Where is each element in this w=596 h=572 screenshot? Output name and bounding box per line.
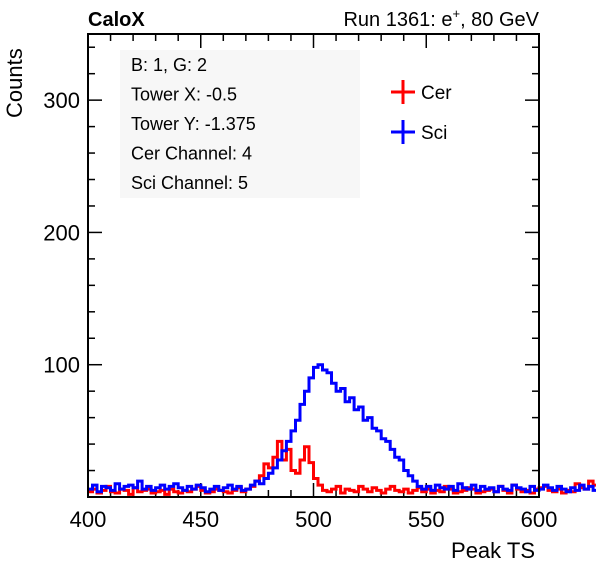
x-axis-title: Peak TS [451,538,535,563]
y-axis-title: Counts [2,48,27,118]
plot-frame [87,33,540,498]
info-line: B: 1, G: 2 [131,55,207,75]
x-tick-label: 600 [521,507,558,532]
run-info: Run 1361: e+, 80 GeV [343,6,539,31]
info-line: Tower X: -0.5 [131,85,237,105]
info-line: Sci Channel: 5 [131,173,248,193]
y-tick-label: 100 [43,353,80,378]
x-tick-label: 500 [295,507,332,532]
series-sci-line [88,363,596,494]
info-line: Cer Channel: 4 [131,144,252,164]
y-tick-label: 200 [43,220,80,245]
x-tick-label: 450 [182,507,219,532]
info-box [120,50,360,198]
legend: Cer Sci [391,80,452,144]
axis-tick-labels: 400 450 500 550 600 100 200 300 [43,88,557,532]
info-box-lines: B: 1, G: 2 Tower X: -0.5 Tower Y: -1.375 Ce… [131,55,256,193]
run-info-suffix: , 80 GeV [460,9,540,31]
y-tick-label: 300 [43,88,80,113]
run-info-text: Run 1361: e [343,9,452,31]
legend-label: Cer [421,83,452,104]
series-layer [88,363,596,496]
x-tick-label: 400 [70,507,107,532]
legend-label: Sci [421,123,447,144]
x-tick-label: 550 [408,507,445,532]
experiment-label: CaloX [88,9,145,31]
info-line: Tower Y: -1.375 [131,114,256,134]
run-info-superscript: + [452,6,460,21]
